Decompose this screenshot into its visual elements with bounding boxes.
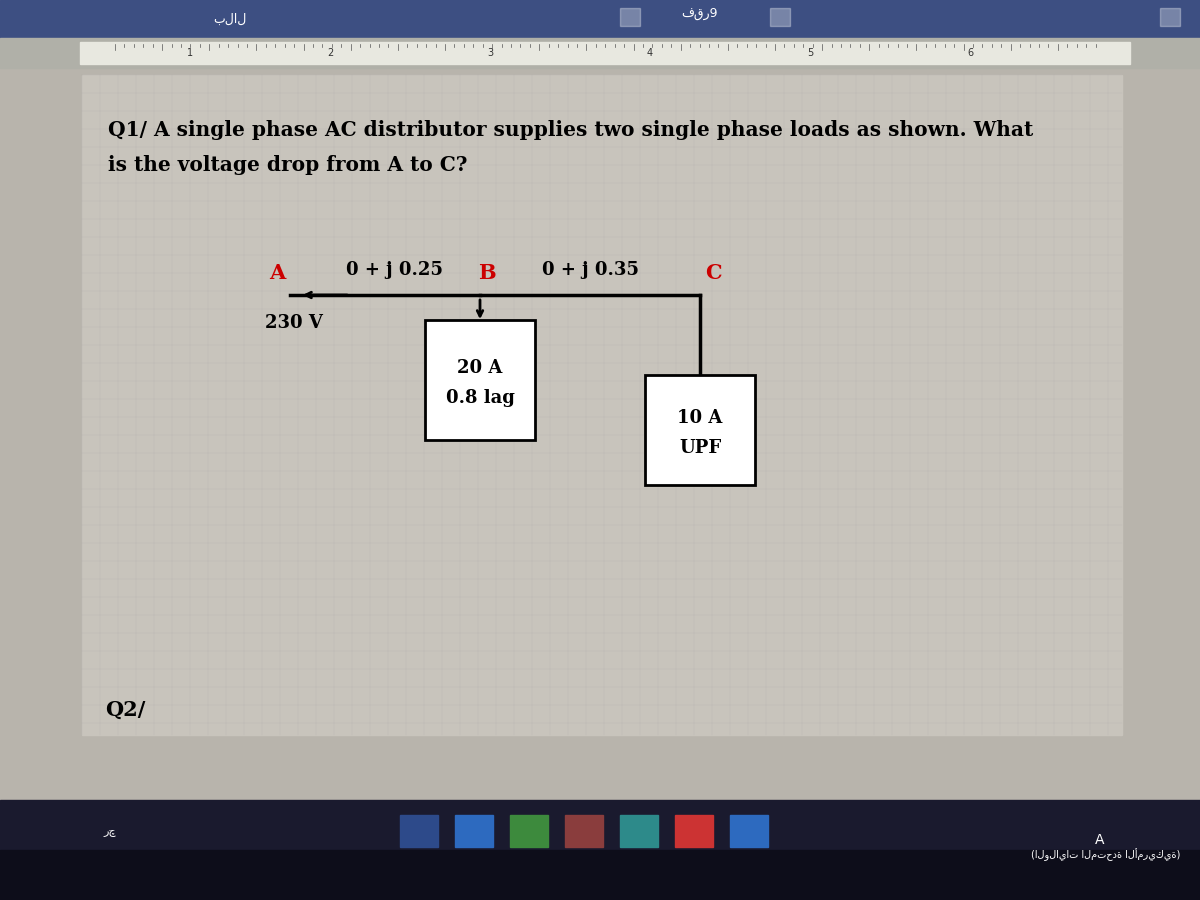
Bar: [674, 815, 713, 847]
Text: A: A: [269, 263, 286, 283]
Text: 2: 2: [326, 48, 334, 58]
Bar: [0, 850, 1200, 900]
Text: 6: 6: [967, 48, 973, 58]
Text: A: A: [1096, 833, 1105, 847]
Text: 10 A: 10 A: [677, 409, 722, 427]
Text: 0.8 lag: 0.8 lag: [445, 389, 515, 407]
Text: بلال: بلال: [214, 13, 247, 25]
Text: 0 + j 0.35: 0 + j 0.35: [541, 261, 638, 279]
Text: Q2/: Q2/: [106, 700, 145, 720]
Text: 0 + j 0.25: 0 + j 0.25: [347, 261, 444, 279]
Text: 4: 4: [647, 48, 653, 58]
Text: 20 A: 20 A: [457, 359, 503, 377]
Bar: [82, 75, 1122, 735]
Bar: [646, 375, 755, 485]
Bar: [80, 42, 1130, 64]
Text: 1: 1: [187, 48, 193, 58]
Bar: [0, 800, 1200, 900]
Bar: [1160, 8, 1180, 26]
Bar: [620, 815, 658, 847]
Bar: [400, 815, 438, 847]
Text: Q1/ A single phase AC distributor supplies two single phase loads as shown. What: Q1/ A single phase AC distributor suppli…: [108, 120, 1033, 140]
Text: 3: 3: [487, 48, 493, 58]
Bar: [620, 8, 640, 26]
Bar: [455, 815, 493, 847]
Bar: [770, 8, 790, 26]
Text: is the voltage drop from A to C?: is the voltage drop from A to C?: [108, 155, 467, 175]
Text: B: B: [478, 263, 496, 283]
Bar: [0, 38, 1200, 68]
Bar: [425, 320, 535, 440]
Text: 230 V: 230 V: [265, 314, 323, 332]
Text: UPF: UPF: [679, 439, 721, 457]
Bar: [565, 815, 604, 847]
Bar: [0, 68, 1200, 800]
Text: رچ: رچ: [103, 827, 116, 837]
Text: (الولايات المتحدة الأمريكية): (الولايات المتحدة الأمريكية): [1031, 849, 1180, 861]
Bar: [730, 815, 768, 847]
Text: C: C: [706, 263, 721, 283]
Bar: [0, 0, 1200, 38]
Text: 5: 5: [806, 48, 814, 58]
Bar: [510, 815, 548, 847]
Text: فقر9: فقر9: [682, 7, 719, 21]
